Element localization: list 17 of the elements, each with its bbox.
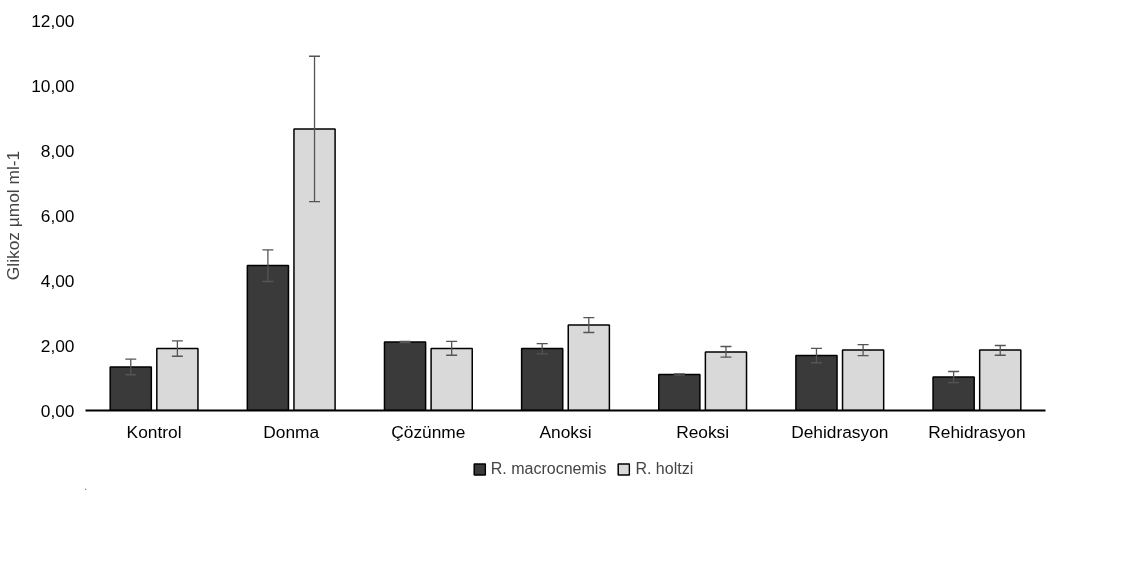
legend-label: R. holtzi — [635, 460, 694, 478]
y-tick-label: 6,00 — [40, 205, 75, 226]
x-tick-label: Dehidrasyon — [791, 421, 889, 442]
x-tick-label: Anoksi — [539, 421, 592, 442]
legend-label: R. macrocnemis — [490, 460, 607, 478]
x-tick-label: Reoksi — [676, 421, 730, 442]
x-tick-label: Donma — [263, 421, 320, 442]
y-tick-label: 8,00 — [40, 140, 75, 161]
x-tick-label: Rehidrasyon — [928, 421, 1026, 442]
y-tick-label: 12,00 — [31, 10, 75, 31]
x-tick-label: Kontrol — [126, 421, 182, 442]
y-axis-title: Glikoz µmol ml-1 — [3, 150, 24, 281]
y-tick-label: 0,00 — [40, 400, 75, 421]
y-tick-label: 4,00 — [40, 270, 75, 291]
y-tick-label: 10,00 — [31, 75, 75, 96]
y-tick-label: 2,00 — [40, 335, 75, 356]
x-tick-label: Çözünme — [391, 421, 466, 442]
